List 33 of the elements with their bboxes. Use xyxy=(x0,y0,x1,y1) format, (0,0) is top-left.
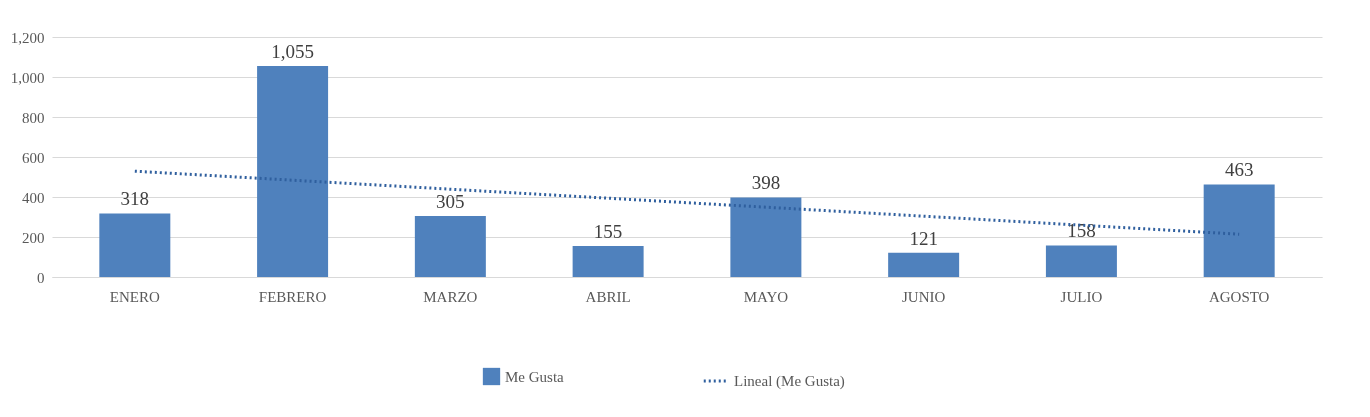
y-tick-label: 0 xyxy=(37,269,45,286)
data-label: 155 xyxy=(593,221,623,242)
bar xyxy=(1203,184,1275,277)
legend-label: Lineal (Me Gusta) xyxy=(734,373,845,390)
y-tick-label: 400 xyxy=(22,189,45,206)
data-label: 463 xyxy=(1224,159,1254,181)
legend-label: Me Gusta xyxy=(505,368,565,385)
data-label: 305 xyxy=(436,191,465,212)
data-label: 158 xyxy=(1067,220,1096,242)
x-tick-label: ABRIL xyxy=(585,288,631,305)
x-tick-label: ENERO xyxy=(109,288,160,305)
x-tick-label: JUNIO xyxy=(901,288,946,305)
bar xyxy=(888,252,960,277)
data-label: 318 xyxy=(120,188,150,210)
x-tick-label: AGOSTO xyxy=(1208,288,1270,305)
bar xyxy=(257,66,329,277)
y-tick-label: 200 xyxy=(22,229,45,246)
x-tick-label: JULIO xyxy=(1060,288,1103,305)
y-tick-label: 800 xyxy=(22,109,45,126)
y-tick-label: 1,200 xyxy=(10,29,45,46)
bar xyxy=(1045,245,1117,277)
bar xyxy=(730,197,802,277)
data-label: 121 xyxy=(909,227,938,249)
data-label: 398 xyxy=(751,172,781,194)
data-label: 1,055 xyxy=(271,41,314,62)
bar xyxy=(414,216,486,277)
bar xyxy=(572,246,644,277)
y-tick-label: 600 xyxy=(22,149,45,166)
x-tick-label: MARZO xyxy=(423,288,478,305)
x-tick-label: MAYO xyxy=(743,288,789,305)
bar xyxy=(99,213,171,277)
x-tick-label: FEBRERO xyxy=(258,288,327,305)
y-tick-label: 1,000 xyxy=(10,69,45,86)
